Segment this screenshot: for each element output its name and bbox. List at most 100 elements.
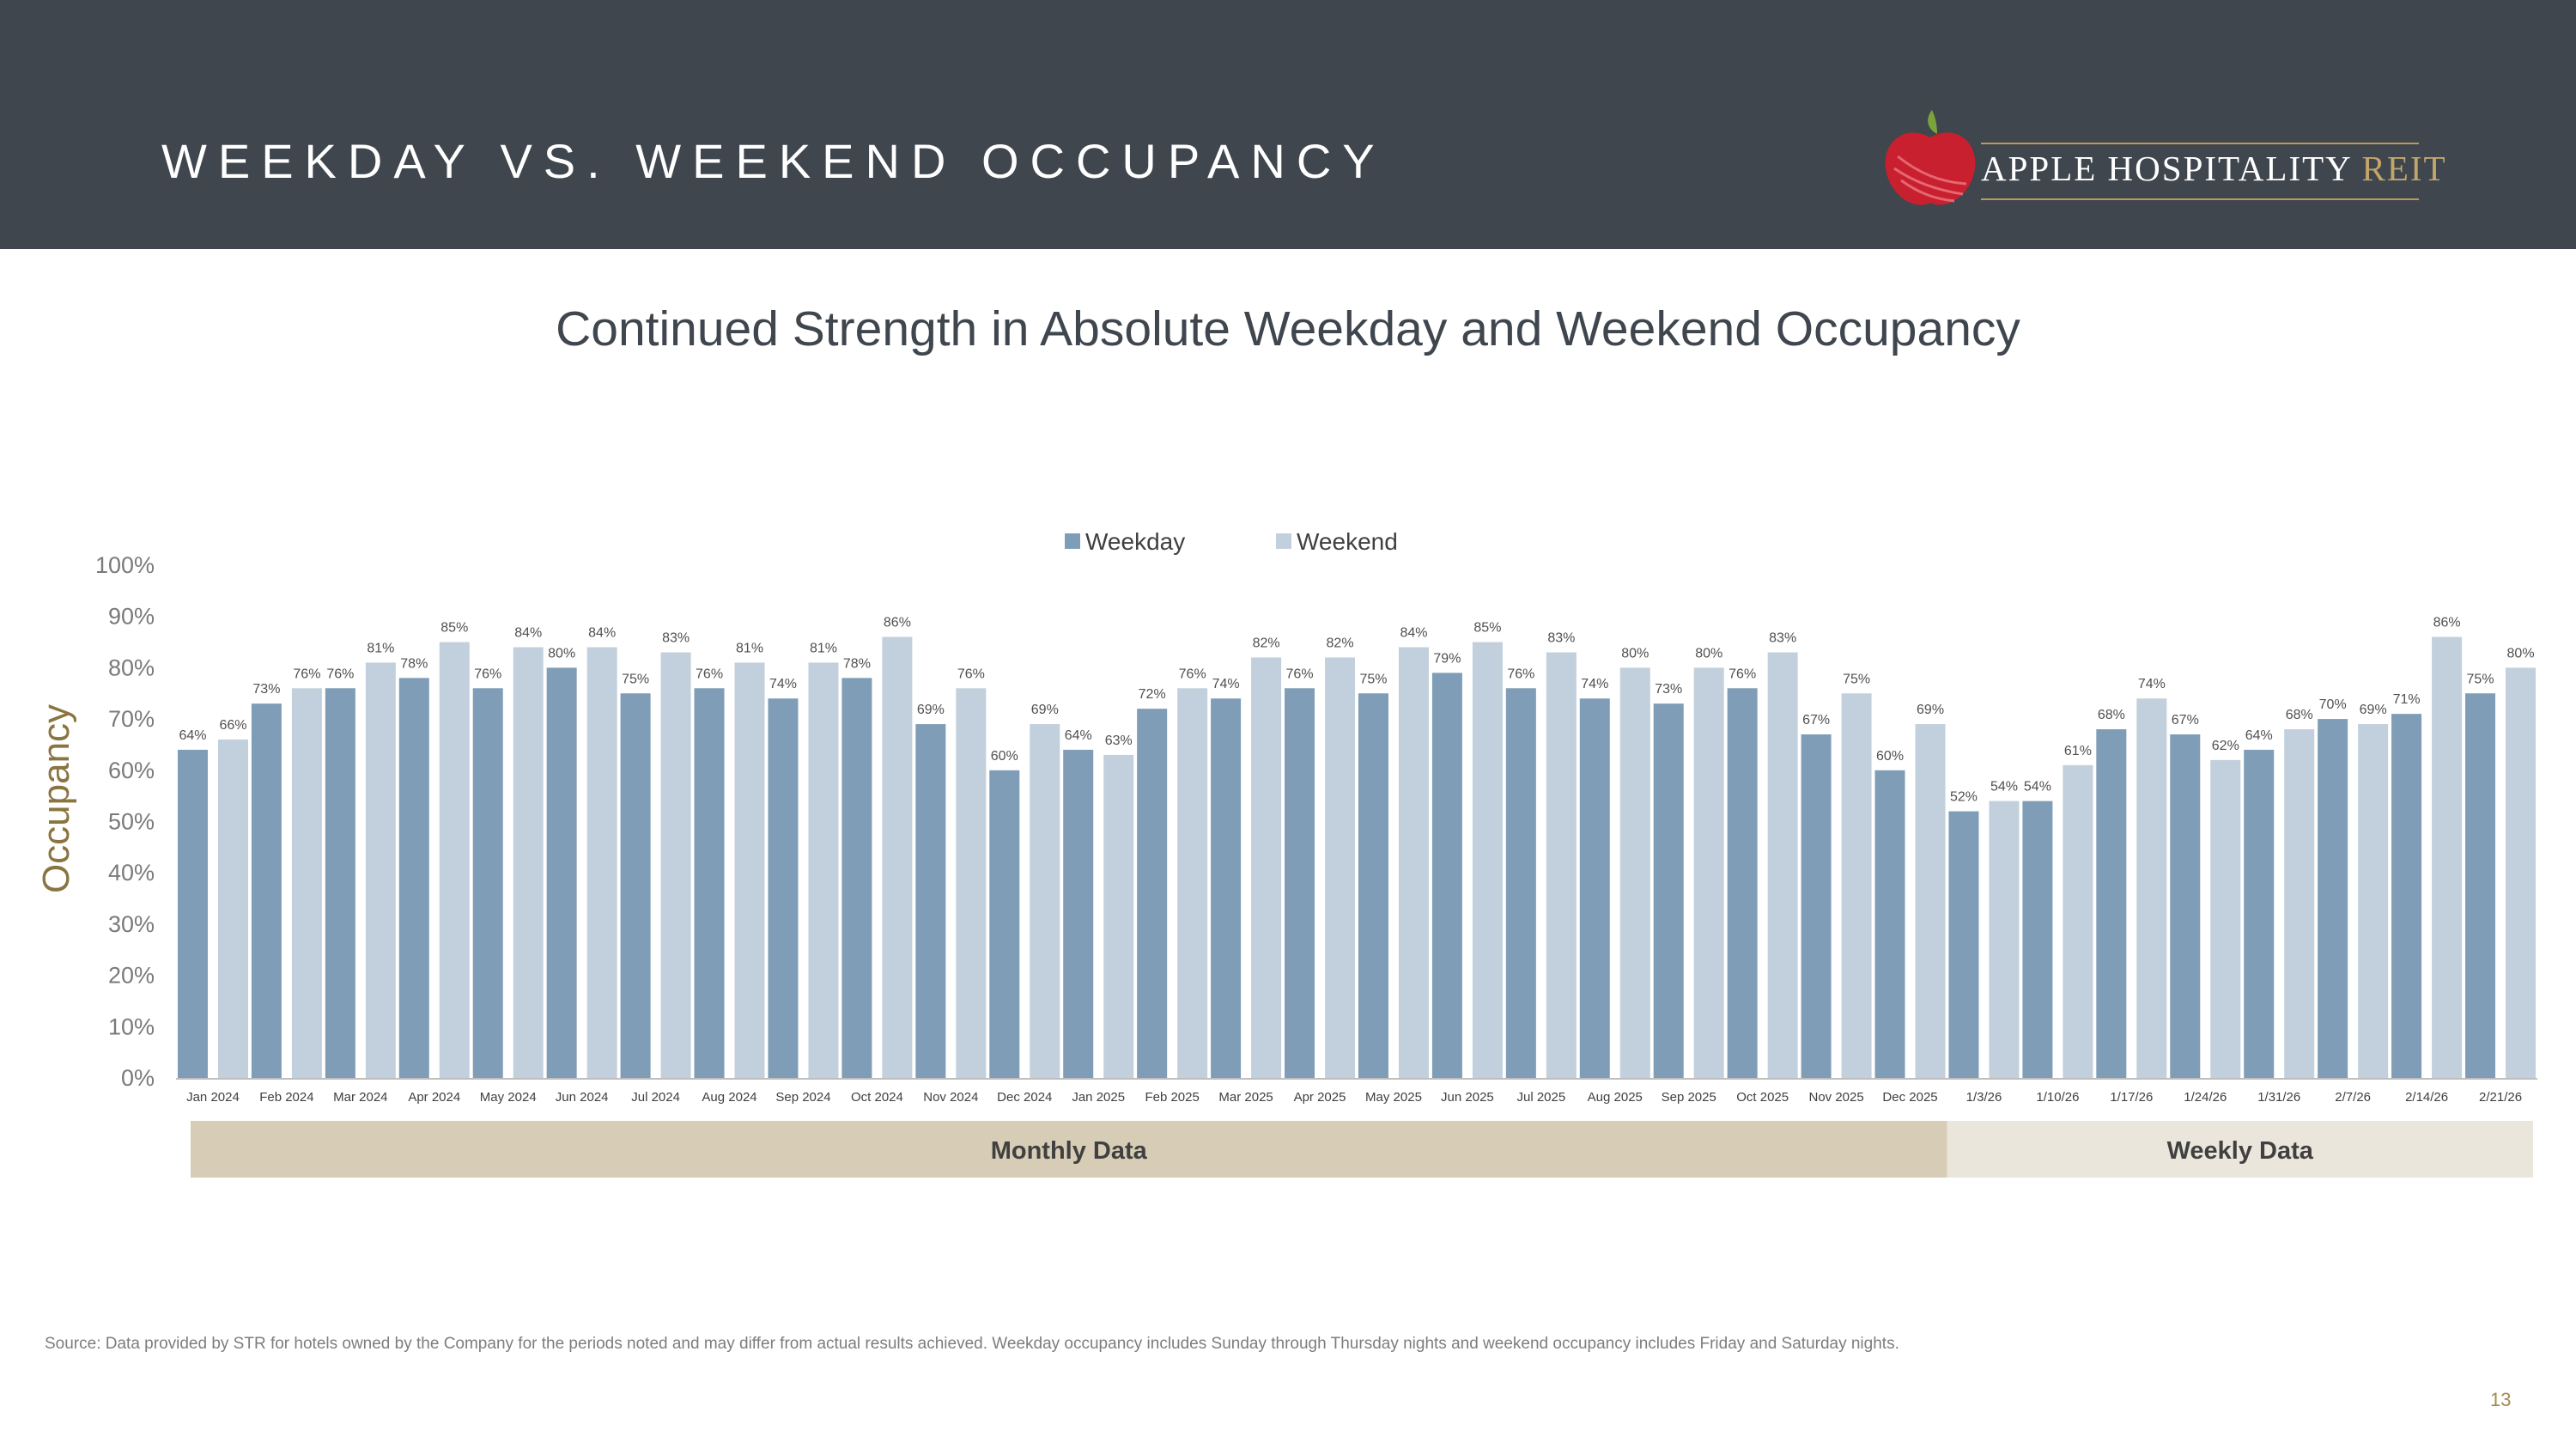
- weekend-data-label: 63%: [1105, 734, 1133, 748]
- weekend-bar: [586, 647, 617, 1078]
- chart-title: Continued Strength in Absolute Weekday a…: [556, 301, 2020, 356]
- weekday-bar: [1137, 709, 1168, 1078]
- weekend-data-label: 83%: [1769, 630, 1796, 645]
- weekday-bar: [1801, 734, 1832, 1078]
- weekday-data-label: 72%: [1139, 687, 1166, 702]
- weekend-bar: [1989, 801, 2020, 1078]
- weekday-data-label: 52%: [1950, 790, 1978, 805]
- weekend-data-label: 69%: [1031, 703, 1059, 717]
- x-tick-label: Oct 2025: [1736, 1090, 1789, 1105]
- weekend-data-label: 66%: [219, 718, 246, 733]
- weekday-bar: [768, 698, 799, 1078]
- weekday-data-label: 74%: [1212, 677, 1240, 691]
- weekday-data-label: 78%: [843, 656, 871, 671]
- weekday-data-label: 74%: [1581, 677, 1608, 691]
- x-tick-label: 1/3/26: [1966, 1090, 2002, 1105]
- weekday-bar: [2465, 693, 2496, 1078]
- weekend-data-label: 80%: [1621, 646, 1649, 661]
- weekday-bar: [1358, 693, 1388, 1078]
- apple-logo-icon: [1885, 110, 1976, 205]
- weekend-bar: [2432, 636, 2463, 1078]
- x-tick-label: Jan 2024: [186, 1090, 240, 1105]
- weekday-data-label: 60%: [991, 749, 1018, 764]
- weekend-bar: [217, 739, 248, 1078]
- y-tick-label: 100%: [95, 552, 155, 578]
- weekday-data-label: 75%: [1359, 672, 1387, 686]
- weekday-data-label: 76%: [1507, 667, 1534, 681]
- weekday-bar: [2096, 729, 2127, 1078]
- weekly-data-band: [1947, 1121, 2533, 1178]
- x-tick-label: Jul 2024: [631, 1090, 680, 1105]
- x-tick-label: Jun 2024: [556, 1090, 609, 1105]
- x-tick-label: 1/10/26: [2036, 1090, 2079, 1105]
- page-number: 13: [2490, 1389, 2512, 1410]
- weekend-data-label: 86%: [884, 616, 911, 630]
- weekend-data-label: 69%: [1917, 703, 1944, 717]
- weekday-data-label: 76%: [474, 667, 501, 681]
- weekday-bar: [1579, 698, 1610, 1078]
- y-tick-label: 60%: [108, 758, 155, 783]
- weekly-data-label: Weekly Data: [2167, 1137, 2314, 1165]
- weekend-bar: [2063, 764, 2093, 1078]
- x-tick-label: Aug 2024: [702, 1090, 756, 1105]
- weekday-data-label: 73%: [1655, 682, 1682, 697]
- weekend-data-label: 80%: [2507, 646, 2535, 661]
- weekday-data-label: 69%: [917, 703, 945, 717]
- y-tick-label: 0%: [121, 1065, 155, 1091]
- weekday-bar: [2318, 719, 2348, 1078]
- weekend-bar: [956, 688, 987, 1078]
- x-tick-label: 1/24/26: [2184, 1090, 2227, 1105]
- weekend-data-label: 61%: [2064, 744, 2092, 758]
- x-tick-label: Dec 2025: [1882, 1090, 1937, 1105]
- weekend-bar: [1619, 667, 1650, 1078]
- weekday-bar: [325, 688, 355, 1078]
- weekend-data-label: 81%: [736, 641, 763, 655]
- weekend-bar: [1325, 657, 1356, 1078]
- x-tick-label: Mar 2024: [333, 1090, 387, 1105]
- page-title: WEEKDAY VS. WEEKEND OCCUPANCY: [161, 134, 1386, 188]
- weekend-data-label: 86%: [2433, 616, 2461, 630]
- monthly-data-label: Monthly Data: [991, 1137, 1148, 1165]
- y-tick-label: 20%: [108, 963, 155, 989]
- weekend-bar: [1841, 693, 1872, 1078]
- weekend-bar: [808, 662, 839, 1078]
- weekday-data-label: 79%: [1433, 651, 1461, 666]
- weekday-data-label: 76%: [1286, 667, 1314, 681]
- weekday-bar: [1063, 749, 1094, 1078]
- weekday-bar: [694, 688, 725, 1078]
- weekend-bar: [291, 688, 322, 1078]
- weekday-data-label: 76%: [1728, 667, 1756, 681]
- weekday-bar: [1431, 673, 1462, 1078]
- x-tick-label: 2/21/26: [2479, 1090, 2522, 1105]
- x-tick-label: Oct 2024: [851, 1090, 903, 1105]
- weekend-bar: [1693, 667, 1724, 1078]
- logo-rule-top: [1981, 143, 2419, 144]
- weekend-bar: [734, 662, 765, 1078]
- logo-text-main: APPLE HOSPITALITY: [1981, 149, 2362, 188]
- weekend-bar: [513, 647, 544, 1078]
- legend-weekday-swatch: [1065, 533, 1080, 549]
- weekday-bar: [1948, 811, 1979, 1078]
- weekend-data-label: 81%: [810, 641, 837, 655]
- weekday-bar: [2170, 734, 2201, 1078]
- weekend-bar: [660, 652, 691, 1078]
- weekday-bar: [251, 703, 282, 1078]
- source-note: Source: Data provided by STR for hotels …: [45, 1335, 1899, 1353]
- weekday-data-label: 64%: [1065, 728, 1092, 743]
- weekend-bar: [1251, 657, 1282, 1078]
- occupancy-chart: 0% 10% 20% 30% 40% 50% 60% 70% 80% 90% 100% Occupan…: [35, 528, 2537, 1178]
- weekday-bar: [398, 678, 429, 1078]
- weekend-data-label: 84%: [1400, 626, 1427, 641]
- x-tick-label: Apr 2024: [408, 1090, 460, 1105]
- logo-text-reit: REIT: [2361, 149, 2447, 188]
- weekday-data-label: 78%: [400, 656, 428, 671]
- weekday-data-label: 64%: [2245, 728, 2273, 743]
- weekend-data-label: 68%: [2286, 708, 2313, 722]
- weekend-data-label: 84%: [588, 626, 616, 641]
- weekend-data-label: 80%: [1695, 646, 1722, 661]
- weekend-data-label: 82%: [1327, 636, 1354, 650]
- weekend-bar: [2136, 698, 2167, 1078]
- y-tick-label: 40%: [108, 860, 155, 886]
- weekend-data-label: 81%: [367, 641, 394, 655]
- weekday-bar: [915, 724, 946, 1078]
